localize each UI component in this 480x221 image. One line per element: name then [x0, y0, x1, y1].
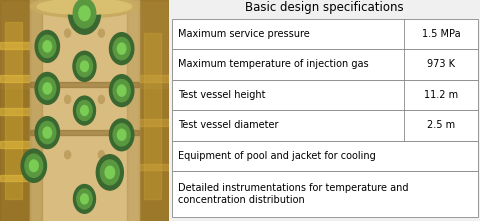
Text: 973 K: 973 K — [427, 59, 455, 69]
Circle shape — [77, 100, 92, 120]
Circle shape — [109, 75, 134, 107]
Ellipse shape — [30, 0, 139, 18]
Circle shape — [73, 51, 96, 81]
Bar — [172, 171, 478, 217]
Bar — [30, 130, 139, 135]
Circle shape — [69, 0, 100, 34]
Bar — [30, 0, 42, 221]
Circle shape — [118, 43, 126, 54]
Circle shape — [39, 122, 56, 144]
Bar — [135, 119, 169, 126]
Text: 11.2 m: 11.2 m — [424, 90, 458, 100]
Circle shape — [76, 56, 93, 77]
Bar — [0, 108, 34, 115]
Bar — [30, 82, 139, 87]
Circle shape — [21, 149, 47, 182]
Bar — [172, 19, 478, 49]
Circle shape — [113, 124, 130, 146]
Ellipse shape — [37, 0, 132, 14]
Bar — [127, 0, 139, 221]
Circle shape — [109, 33, 134, 65]
Circle shape — [35, 72, 60, 104]
Text: Detailed instrumentations for temperature and
concentration distribution: Detailed instrumentations for temperatur… — [178, 183, 408, 205]
Bar — [144, 33, 160, 199]
Circle shape — [98, 151, 105, 159]
Bar — [0, 175, 34, 181]
Circle shape — [109, 119, 134, 151]
Circle shape — [118, 85, 126, 96]
Circle shape — [35, 117, 60, 149]
Bar — [0, 0, 30, 221]
Circle shape — [81, 194, 88, 204]
Text: Basic design specifications: Basic design specifications — [245, 1, 404, 14]
Circle shape — [43, 41, 51, 52]
Circle shape — [64, 151, 71, 159]
Bar — [30, 0, 139, 221]
Circle shape — [98, 29, 105, 37]
Circle shape — [77, 189, 92, 209]
Text: 1.5 MPa: 1.5 MPa — [421, 29, 460, 39]
Circle shape — [35, 30, 60, 62]
Bar — [172, 49, 478, 80]
Bar — [172, 141, 478, 171]
Bar — [5, 22, 22, 199]
Circle shape — [100, 160, 120, 185]
Circle shape — [29, 160, 38, 171]
Circle shape — [43, 127, 51, 138]
Circle shape — [82, 118, 87, 126]
Circle shape — [118, 129, 126, 140]
Circle shape — [64, 95, 71, 103]
Bar — [172, 110, 478, 141]
Circle shape — [73, 185, 96, 213]
Circle shape — [81, 105, 88, 116]
Circle shape — [96, 155, 123, 190]
Bar — [0, 42, 34, 49]
Circle shape — [79, 6, 90, 21]
Bar — [0, 75, 34, 82]
Circle shape — [113, 38, 130, 60]
Text: Maximum temperature of injection gas: Maximum temperature of injection gas — [178, 59, 368, 69]
Bar — [139, 0, 169, 221]
Bar — [172, 80, 478, 110]
Text: Test vessel diameter: Test vessel diameter — [178, 120, 278, 130]
Bar — [135, 75, 169, 82]
Circle shape — [39, 77, 56, 99]
Text: Test vessel height: Test vessel height — [178, 90, 265, 100]
Circle shape — [73, 0, 96, 28]
Circle shape — [113, 80, 130, 102]
Circle shape — [98, 95, 105, 103]
Text: Maximum service pressure: Maximum service pressure — [178, 29, 309, 39]
Circle shape — [43, 83, 51, 94]
Circle shape — [25, 154, 43, 177]
Text: 2.5 m: 2.5 m — [427, 120, 455, 130]
Bar — [135, 164, 169, 170]
Bar — [0, 0, 169, 88]
Circle shape — [81, 61, 88, 72]
Circle shape — [39, 35, 56, 57]
Circle shape — [105, 166, 115, 179]
Circle shape — [82, 62, 87, 70]
Circle shape — [73, 96, 96, 125]
Circle shape — [64, 29, 71, 37]
Bar — [0, 141, 34, 148]
Text: Equipment of pool and jacket for cooling: Equipment of pool and jacket for cooling — [178, 151, 375, 161]
